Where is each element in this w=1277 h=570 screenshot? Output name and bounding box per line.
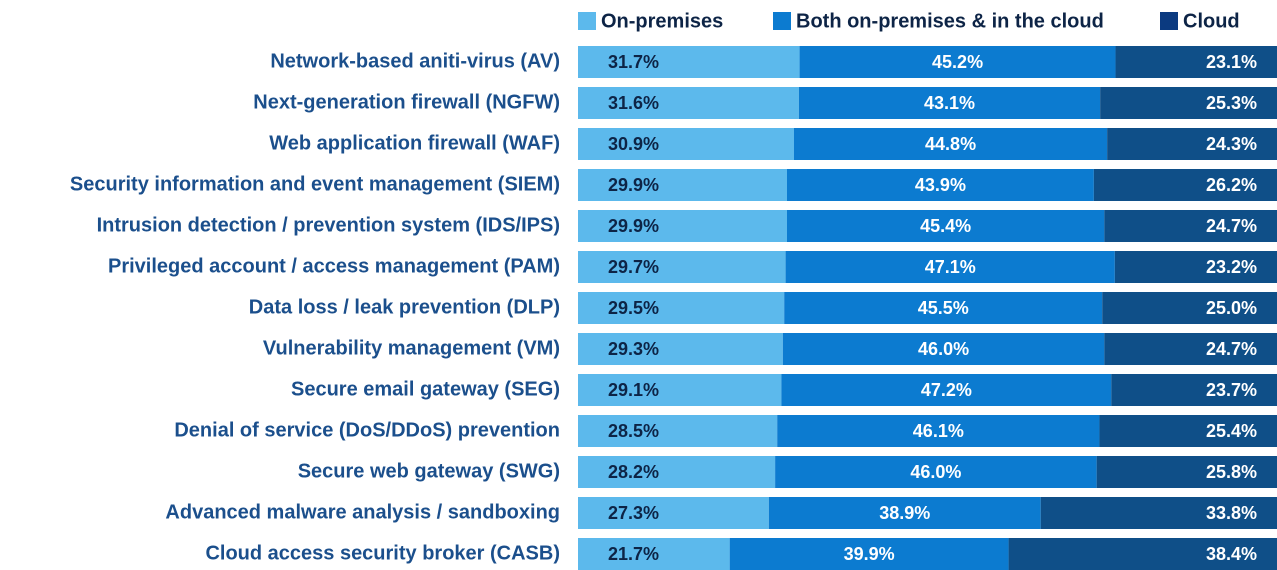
value-label: 21.7% <box>608 544 659 564</box>
value-label: 26.2% <box>1206 175 1257 195</box>
value-label: 24.3% <box>1206 134 1257 154</box>
bar-segment <box>578 87 799 119</box>
category-label: Secure web gateway (SWG) <box>298 460 560 482</box>
bar-segment <box>1111 374 1277 406</box>
legend-label: On-premises <box>601 10 723 32</box>
value-label: 44.8% <box>925 134 976 154</box>
value-label: 25.0% <box>1206 298 1257 318</box>
value-label: 31.7% <box>608 52 659 72</box>
category-label: Privileged account / access management (… <box>108 255 560 277</box>
value-label: 29.5% <box>608 298 659 318</box>
category-label: Next-generation firewall (NGFW) <box>253 91 560 113</box>
bar-segment <box>1099 415 1277 447</box>
bar-segment <box>1104 210 1277 242</box>
bar-segment <box>1115 46 1277 78</box>
bar-segment <box>1008 538 1277 570</box>
bar-segment <box>1114 251 1277 283</box>
bar-segment <box>729 538 1009 570</box>
bar-segment <box>787 169 1094 201</box>
value-label: 29.9% <box>608 216 659 236</box>
bar-segment <box>578 456 776 488</box>
bar-segment <box>578 497 769 529</box>
value-label: 47.1% <box>925 257 976 277</box>
category-label: Secure email gateway (SEG) <box>291 378 560 400</box>
bar-segment <box>785 251 1115 283</box>
value-label: 30.9% <box>608 134 659 154</box>
value-label: 28.5% <box>608 421 659 441</box>
bar-segment <box>787 210 1105 242</box>
category-label: Security information and event managemen… <box>70 173 560 195</box>
category-label: Vulnerability management (VM) <box>263 337 560 359</box>
value-label: 25.4% <box>1206 421 1257 441</box>
value-label: 38.9% <box>879 503 930 523</box>
value-label: 38.4% <box>1206 544 1257 564</box>
category-label: Network-based aniti-virus (AV) <box>270 50 560 72</box>
legend-swatch <box>1160 12 1178 30</box>
bar-segment <box>578 210 788 242</box>
bar-segment <box>578 128 794 160</box>
value-label: 45.5% <box>918 298 969 318</box>
category-label: Denial of service (DoS/DDoS) prevention <box>174 419 560 441</box>
value-label: 46.0% <box>910 462 961 482</box>
bar-segment <box>1107 128 1277 160</box>
category-label: Data loss / leak prevention (DLP) <box>249 296 560 318</box>
value-label: 27.3% <box>608 503 659 523</box>
bar-segment <box>578 169 788 201</box>
value-label: 43.9% <box>915 175 966 195</box>
value-label: 23.7% <box>1206 380 1257 400</box>
bar-segment <box>578 251 786 283</box>
bar-segment <box>784 292 1103 324</box>
bar-segment <box>1102 292 1277 324</box>
bar-segment <box>781 374 1112 406</box>
value-label: 29.3% <box>608 339 659 359</box>
value-label: 28.2% <box>608 462 659 482</box>
value-label: 45.2% <box>932 52 983 72</box>
value-label: 23.2% <box>1206 257 1257 277</box>
value-label: 31.6% <box>608 93 659 113</box>
value-label: 24.7% <box>1206 339 1257 359</box>
bar-segment <box>578 374 782 406</box>
value-label: 39.9% <box>844 544 895 564</box>
legend-swatch <box>773 12 791 30</box>
bar-segment <box>578 538 730 570</box>
bar-segment <box>1096 456 1277 488</box>
bar-segment <box>775 456 1097 488</box>
bar-segment <box>1040 497 1277 529</box>
value-label: 25.8% <box>1206 462 1257 482</box>
bar-segment <box>1104 333 1277 365</box>
bar-segment <box>777 415 1100 447</box>
value-label: 24.7% <box>1206 216 1257 236</box>
bar-segment <box>793 128 1108 160</box>
value-label: 45.4% <box>920 216 971 236</box>
value-label: 47.2% <box>921 380 972 400</box>
legend-swatch <box>578 12 596 30</box>
category-label: Advanced malware analysis / sandboxing <box>165 501 560 523</box>
value-label: 29.1% <box>608 380 659 400</box>
value-label: 25.3% <box>1206 93 1257 113</box>
bar-segment <box>1100 87 1277 119</box>
value-label: 46.1% <box>913 421 964 441</box>
bar-segment <box>799 46 1116 78</box>
value-label: 43.1% <box>924 93 975 113</box>
value-label: 23.1% <box>1206 52 1257 72</box>
bar-segment <box>798 87 1101 119</box>
value-label: 29.9% <box>608 175 659 195</box>
category-label: Web application firewall (WAF) <box>269 132 560 154</box>
bar-segment <box>578 333 783 365</box>
bar-segment <box>1093 169 1277 201</box>
category-label: Intrusion detection / prevention system … <box>97 214 560 236</box>
value-label: 33.8% <box>1206 503 1257 523</box>
value-label: 46.0% <box>918 339 969 359</box>
legend-label: Cloud <box>1183 10 1240 32</box>
bar-segment <box>578 415 778 447</box>
bar-segment <box>782 333 1105 365</box>
legend-label: Both on-premises & in the cloud <box>796 10 1104 32</box>
bar-segment <box>578 46 800 78</box>
category-label: Cloud access security broker (CASB) <box>205 542 560 564</box>
bar-segment <box>768 497 1041 529</box>
value-label: 29.7% <box>608 257 659 277</box>
bar-segment <box>578 292 785 324</box>
